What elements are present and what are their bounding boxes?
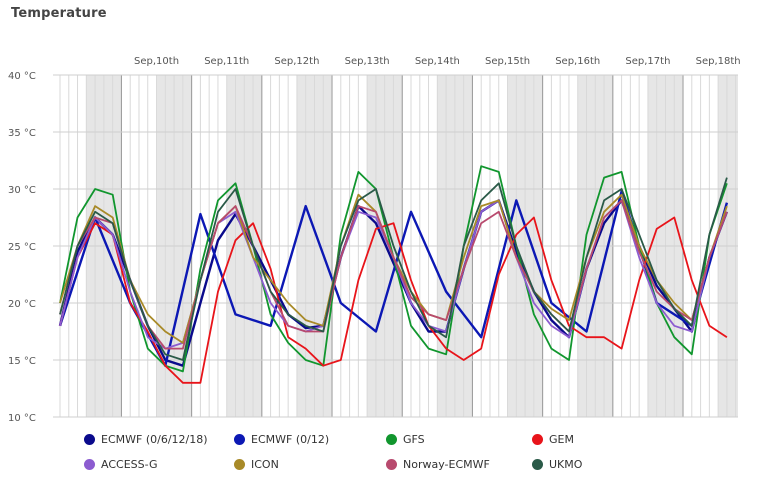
y-tick-label: 20 °C <box>8 299 36 310</box>
y-tick-label: 40 °C <box>8 71 36 82</box>
legend-label: ACCESS-G <box>101 458 158 471</box>
y-tick-label: 30 °C <box>8 185 36 196</box>
legend-swatch <box>84 434 95 445</box>
legend-item[interactable]: ECMWF (0/6/12/18) <box>84 433 208 446</box>
temperature-chart: 10 °C 15 °C 20 °C 25 °C 30 °C 35 °C 40 °C Sep,1… <box>8 56 741 424</box>
legend-item[interactable]: GFS <box>386 433 425 446</box>
legend-swatch <box>84 459 95 470</box>
x-tick-label: Sep,12th <box>274 56 319 67</box>
x-tick-label: Sep,10th <box>134 56 179 67</box>
x-tick-label: Sep,16th <box>555 56 600 67</box>
x-tick-label: Sep,14th <box>415 56 460 67</box>
legend-label: UKMO <box>549 458 583 471</box>
legend-item[interactable]: Norway-ECMWF <box>386 458 490 471</box>
legend-item[interactable]: GEM <box>532 433 574 446</box>
legend-label: ECMWF (0/12) <box>251 433 330 446</box>
legend-label: GFS <box>403 433 425 446</box>
x-tick-label: Sep,13th <box>345 56 390 67</box>
legend-swatch <box>234 459 245 470</box>
legend-swatch <box>234 434 245 445</box>
legend-item[interactable]: ICON <box>234 458 279 471</box>
chart-legend: ECMWF (0/6/12/18) ECMWF (0/12) GFS GEM ACCES… <box>0 433 762 483</box>
x-tick-label: Sep,17th <box>625 56 670 67</box>
series-line <box>58 199 729 367</box>
legend-item[interactable]: UKMO <box>532 458 582 471</box>
series-line <box>58 190 729 367</box>
legend-swatch <box>386 459 397 470</box>
legend-label: ICON <box>251 458 279 471</box>
x-tick-label: Sep,18th <box>696 56 741 67</box>
chart-title: Temperature <box>11 6 107 21</box>
legend-swatch <box>532 459 543 470</box>
legend-label: ECMWF (0/6/12/18) <box>101 433 208 446</box>
y-tick-label: 25 °C <box>8 242 36 253</box>
series-line <box>59 216 728 384</box>
series-line <box>59 199 728 350</box>
y-tick-label: 35 °C <box>8 128 36 139</box>
y-tick-label: 15 °C <box>8 356 36 367</box>
legend-swatch <box>532 434 543 445</box>
legend-label: Norway-ECMWF <box>403 458 490 471</box>
x-tick-label: Sep,15th <box>485 56 530 67</box>
legend-item[interactable]: ACCESS-G <box>84 458 158 471</box>
legend-label: GEM <box>549 433 574 446</box>
series-line <box>59 177 728 361</box>
x-tick-label: Sep,11th <box>204 56 249 67</box>
legend-item[interactable]: ECMWF (0/12) <box>234 433 329 446</box>
legend-swatch <box>386 434 397 445</box>
y-tick-label: 10 °C <box>8 413 36 424</box>
